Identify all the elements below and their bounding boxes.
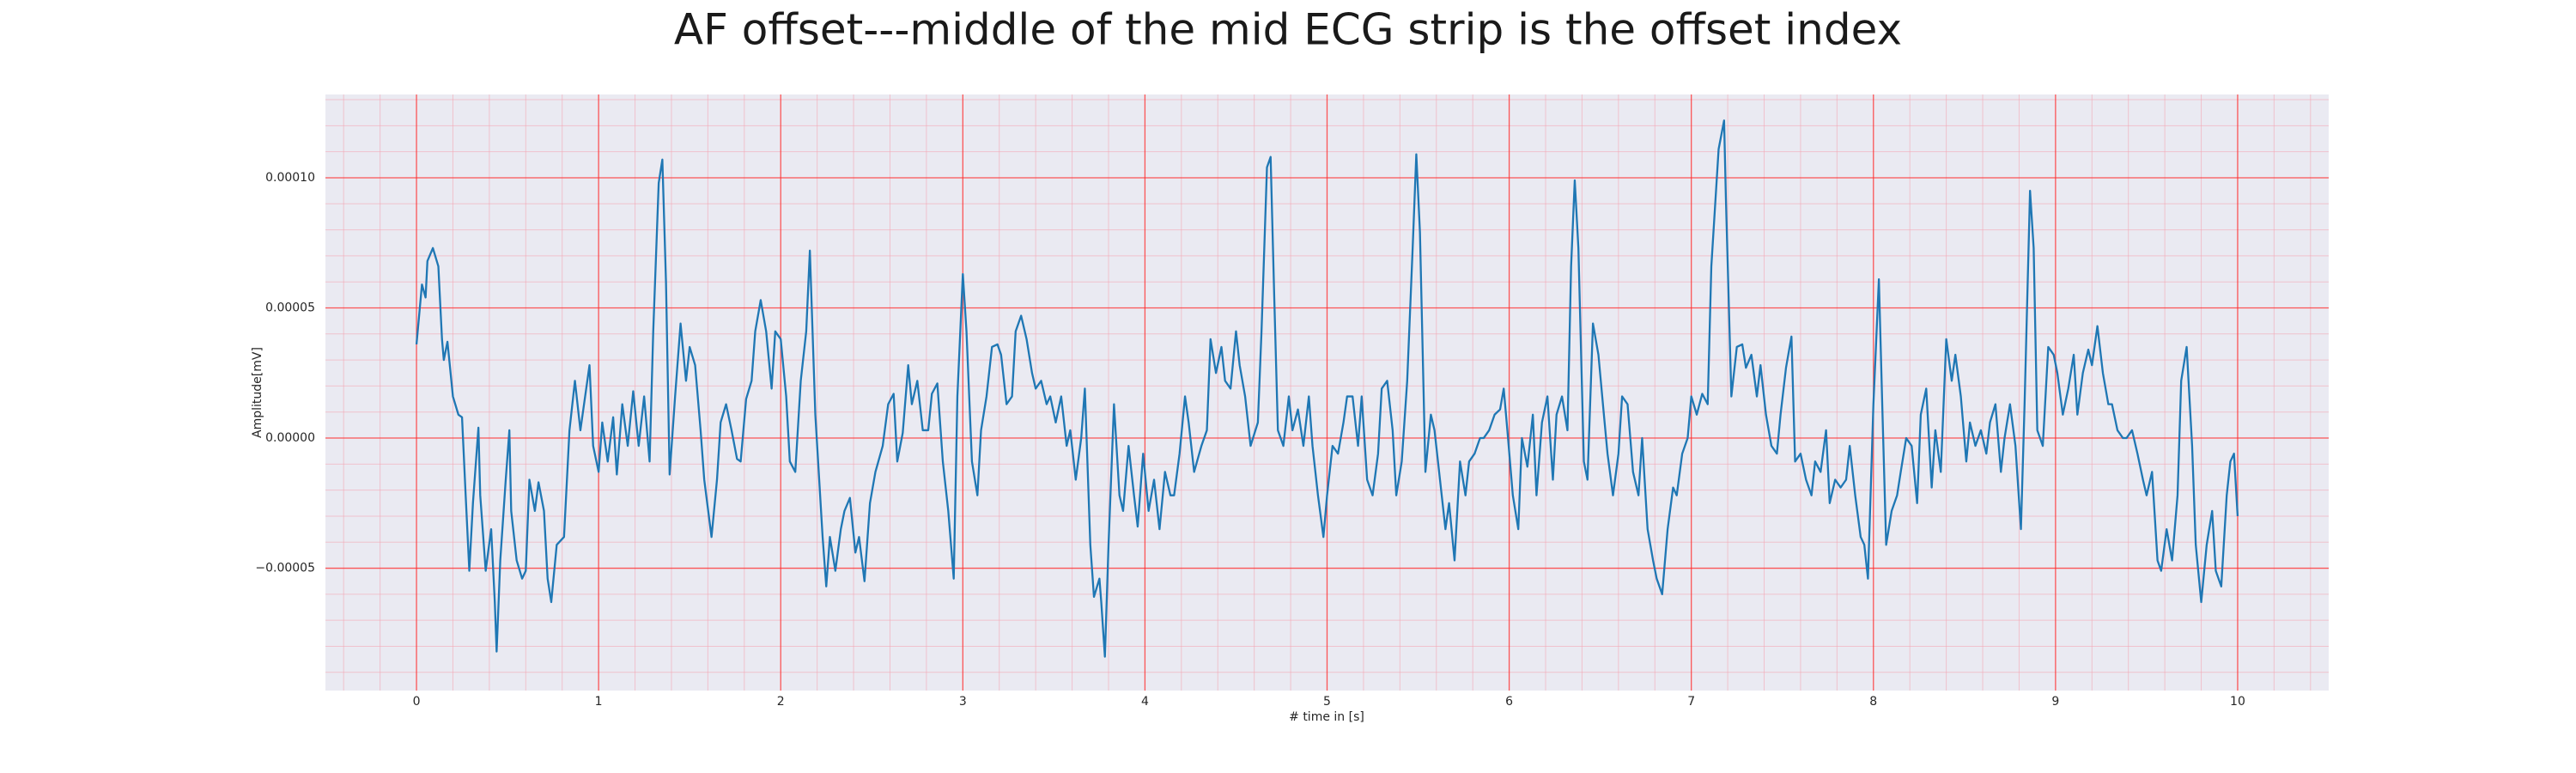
x-tick-label: 8 [1869,695,1877,709]
y-axis-label: Amplitude[mV] [251,347,264,438]
x-tick-label: 3 [959,695,967,709]
x-tick-label: 9 [2051,695,2059,709]
x-tick-label: 5 [1323,695,1331,709]
signal-line [415,119,2239,658]
y-tick-label: 0.00005 [265,301,315,315]
x-tick-label: 0 [413,695,421,709]
y-tick-label: 0.00000 [265,431,315,445]
x-tick-label: 4 [1141,695,1149,709]
plot-area [325,94,2329,691]
x-tick-label: 7 [1687,695,1695,709]
x-tick-label: 1 [595,695,603,709]
x-axis-label: # time in [s] [1289,710,1364,724]
x-tick-label: 10 [2230,695,2245,709]
x-tick-label: 2 [777,695,785,709]
y-tick-label: −0.00005 [255,562,315,575]
chart-title: AF offset---middle of the mid ECG strip … [674,5,1902,55]
y-tick-label: 0.00010 [265,171,315,185]
x-tick-label: 6 [1505,695,1513,709]
